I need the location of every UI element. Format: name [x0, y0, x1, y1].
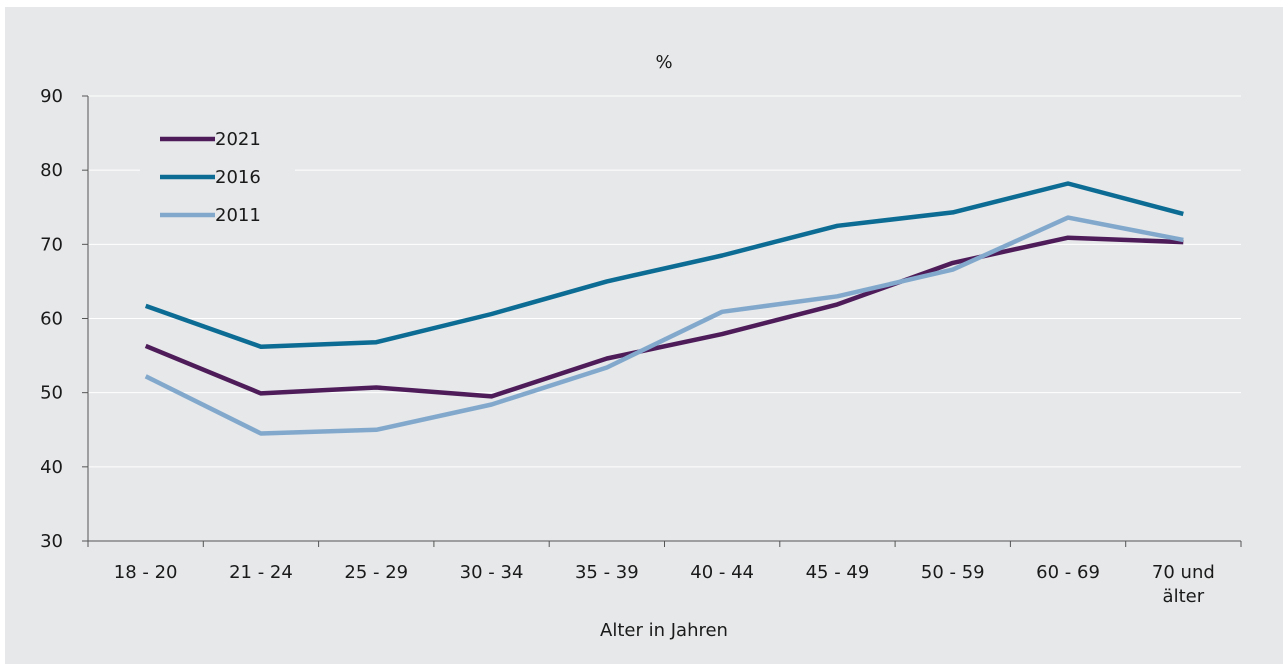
x-tick-label: 30 - 34 [460, 562, 524, 583]
x-tick-label: 45 - 49 [806, 562, 870, 583]
legend: 2021 2016 2011 [140, 121, 295, 240]
legend-label-2021: 2021 [215, 129, 261, 150]
y-unit-label: % [655, 52, 672, 73]
chart-panel [5, 7, 1283, 664]
series-line-2016 [144, 181, 1184, 349]
x-tick-label: 35 - 39 [575, 562, 639, 583]
x-axis-title: Alter in Jahren [600, 620, 728, 641]
y-tick-label: 40 [40, 457, 63, 478]
legend-label-2011: 2011 [215, 205, 261, 226]
x-tick-label: 40 - 44 [690, 562, 754, 583]
y-ticks: 30 40 50 60 70 80 90 [40, 86, 88, 552]
series-lines [144, 181, 1184, 436]
y-tick-label: 60 [40, 309, 63, 330]
x-ticks: 18 - 20 21 - 24 25 - 29 30 - 34 35 - 39 40 - … [87, 541, 1242, 607]
x-tick-label: 18 - 20 [114, 562, 178, 583]
x-tick-label: 70 und älter [1152, 562, 1215, 607]
series-line-2021 [144, 235, 1184, 399]
y-tick-label: 80 [40, 160, 63, 181]
x-tick-label: 21 - 24 [229, 562, 293, 583]
y-tick-label: 50 [40, 383, 63, 404]
series-line-2011 [144, 215, 1184, 436]
legend-label-2016: 2016 [215, 167, 261, 188]
y-tick-label: 70 [40, 234, 63, 255]
y-tick-label: 90 [40, 86, 63, 107]
y-tick-label: 30 [40, 531, 63, 552]
x-tick-label: 50 - 59 [921, 562, 985, 583]
x-tick-label: 25 - 29 [344, 562, 408, 583]
x-tick-label: 60 - 69 [1036, 562, 1100, 583]
